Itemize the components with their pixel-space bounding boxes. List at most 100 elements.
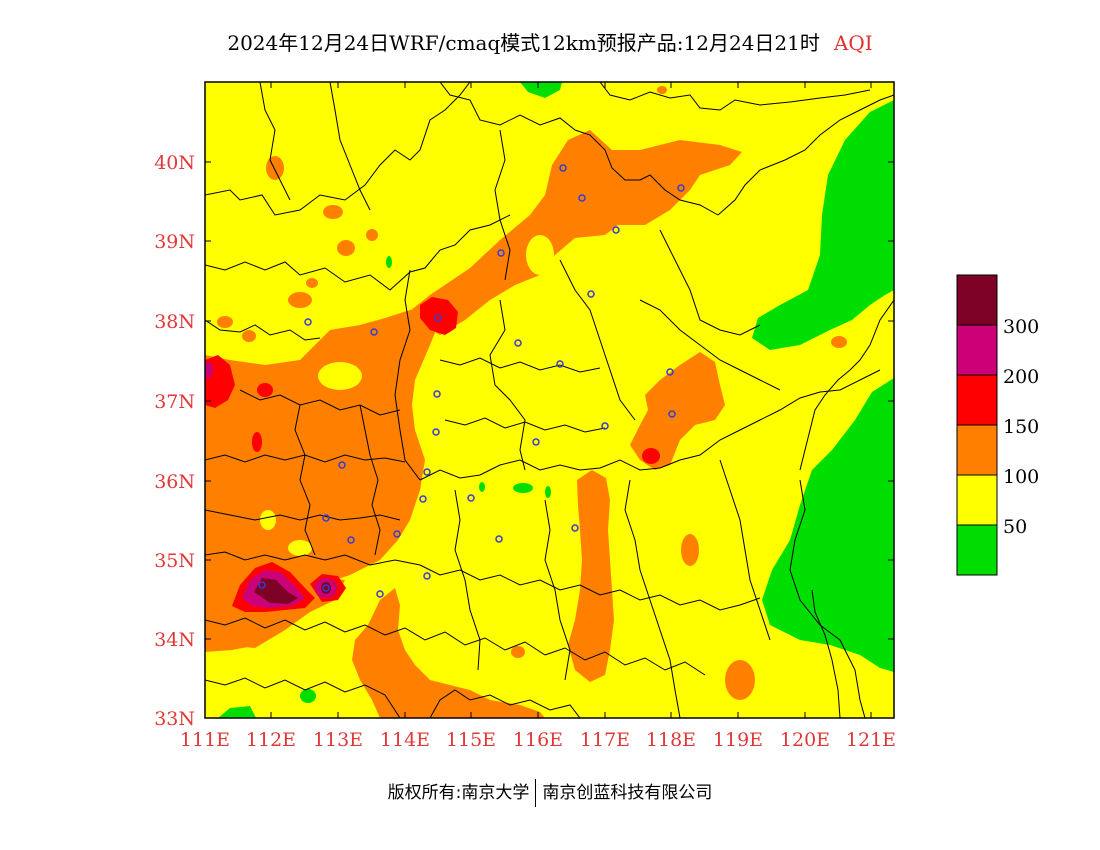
- aqi-good-region-southeast: [762, 378, 894, 672]
- city-marker: [612, 226, 620, 234]
- aqi-orange-spot: [681, 534, 699, 566]
- city-marker: [668, 410, 676, 418]
- lon-label: 115E: [446, 729, 496, 751]
- city-marker: [578, 194, 586, 202]
- city-marker: [532, 438, 540, 446]
- legend-label: 50: [1003, 516, 1027, 538]
- aqi-orange-spot: [217, 316, 233, 328]
- legend-swatch-orange: [957, 425, 997, 475]
- aqi-red-spot: [642, 448, 660, 464]
- aqi-hazardous-spot: [321, 582, 331, 594]
- aqi-good-spot: [545, 486, 551, 498]
- lon-label: 111E: [180, 729, 230, 751]
- aqi-orange-spot: [323, 205, 343, 219]
- longitude-labels: 111E 112E 113E 114E 115E 116E 117E 118E …: [180, 729, 896, 751]
- aqi-orange-south-tongue: [352, 588, 545, 718]
- aqi-orange-spot: [831, 336, 847, 348]
- lat-label: 33N: [154, 708, 195, 730]
- city-marker: [322, 584, 330, 592]
- aqi-orange-spot: [366, 229, 378, 241]
- aqi-moderate-hole: [260, 510, 276, 530]
- legend-swatch-maroon: [957, 275, 997, 325]
- aqi-good-spot: [300, 689, 316, 703]
- aqi-orange-spot: [242, 330, 256, 342]
- copyright-footer: 版权所有:南京大学 南京创蓝科技有限公司: [0, 778, 1100, 807]
- legend-label: 200: [1003, 366, 1039, 388]
- city-marker: [432, 428, 440, 436]
- lon-label: 121E: [846, 729, 896, 751]
- aqi-red-shijiazhuang: [420, 297, 458, 335]
- axis-ticks: [205, 82, 894, 718]
- city-marker: [677, 184, 685, 192]
- lon-label: 117E: [580, 729, 630, 751]
- city-marker: [433, 390, 441, 398]
- lon-label: 114E: [380, 729, 430, 751]
- city-marker: [322, 514, 330, 522]
- copyright-right: 南京创蓝科技有限公司: [542, 783, 713, 803]
- aqi-orange-spot: [288, 292, 312, 308]
- city-marker: [666, 368, 674, 376]
- aqi-orange-east-tongue: [568, 470, 614, 682]
- city-marker: [556, 360, 564, 368]
- aqi-good-region-sw: [218, 706, 256, 718]
- aqi-red-spot: [252, 432, 262, 452]
- city-marker: [514, 339, 522, 347]
- legend-swatch-good: [957, 525, 997, 575]
- lon-label: 112E: [246, 729, 296, 751]
- aqi-orange-spot: [337, 240, 355, 256]
- aqi-orange-spot: [306, 278, 318, 288]
- lon-label: 120E: [780, 729, 830, 751]
- aqi-moderate-hole: [318, 362, 362, 390]
- latitude-labels: 40N 39N 38N 37N 36N 35N 34N 33N: [154, 152, 195, 730]
- city-marker: [497, 249, 505, 257]
- title-main: 2024年12月24日WRF/cmaq模式12km预报产品:12月24日21时: [227, 31, 820, 55]
- city-marker: [559, 164, 567, 172]
- aqi-good-region-north: [520, 82, 562, 98]
- aqi-red-spot: [257, 383, 273, 397]
- city-marker: [419, 495, 427, 503]
- color-legend: 50 100 150 200 300: [956, 274, 1039, 576]
- legend-label: 150: [1003, 416, 1039, 438]
- legend-swatch-moderate: [957, 475, 997, 525]
- footer-divider: [535, 779, 537, 807]
- aqi-orange-linyi-blob: [630, 352, 725, 470]
- lon-label: 118E: [646, 729, 696, 751]
- aqi-fields: [205, 82, 894, 718]
- city-marker: [601, 422, 609, 430]
- legend-label: 300: [1003, 316, 1039, 338]
- lat-label: 38N: [154, 311, 195, 333]
- lon-label: 116E: [513, 729, 563, 751]
- map-title: 2024年12月24日WRF/cmaq模式12km预报产品:12月24日21时 A…: [0, 27, 1100, 56]
- city-marker: [304, 318, 312, 326]
- aqi-orange-northeast-band: [405, 130, 742, 335]
- city-marker: [423, 468, 431, 476]
- lat-label: 35N: [154, 550, 195, 572]
- city-marker: [467, 494, 475, 502]
- aqi-orange-spot: [511, 646, 525, 658]
- lon-label: 119E: [713, 729, 763, 751]
- aqi-orange-spot: [266, 156, 284, 180]
- city-marker: [347, 536, 355, 544]
- lat-label: 39N: [154, 231, 195, 253]
- aqi-good-region-sea: [752, 100, 894, 350]
- aqi-good-spot: [386, 256, 392, 268]
- city-markers: [258, 164, 685, 598]
- city-marker: [370, 328, 378, 336]
- admin-borders: [205, 82, 894, 718]
- city-marker: [495, 535, 503, 543]
- aqi-moderate-hole: [526, 235, 554, 275]
- city-marker: [587, 290, 595, 298]
- aqi-orange-spot: [657, 86, 667, 94]
- map-frame: [204, 81, 895, 719]
- lat-label: 40N: [154, 152, 195, 174]
- city-marker: [258, 581, 266, 589]
- title-variable: AQI: [833, 31, 873, 55]
- lat-label: 37N: [154, 391, 195, 413]
- city-marker: [376, 590, 384, 598]
- city-marker: [393, 530, 401, 538]
- aqi-good-spot: [513, 483, 533, 493]
- lat-label: 34N: [154, 629, 195, 651]
- aqi-moderate-hole: [288, 540, 312, 556]
- legend-swatch-purple: [957, 325, 997, 375]
